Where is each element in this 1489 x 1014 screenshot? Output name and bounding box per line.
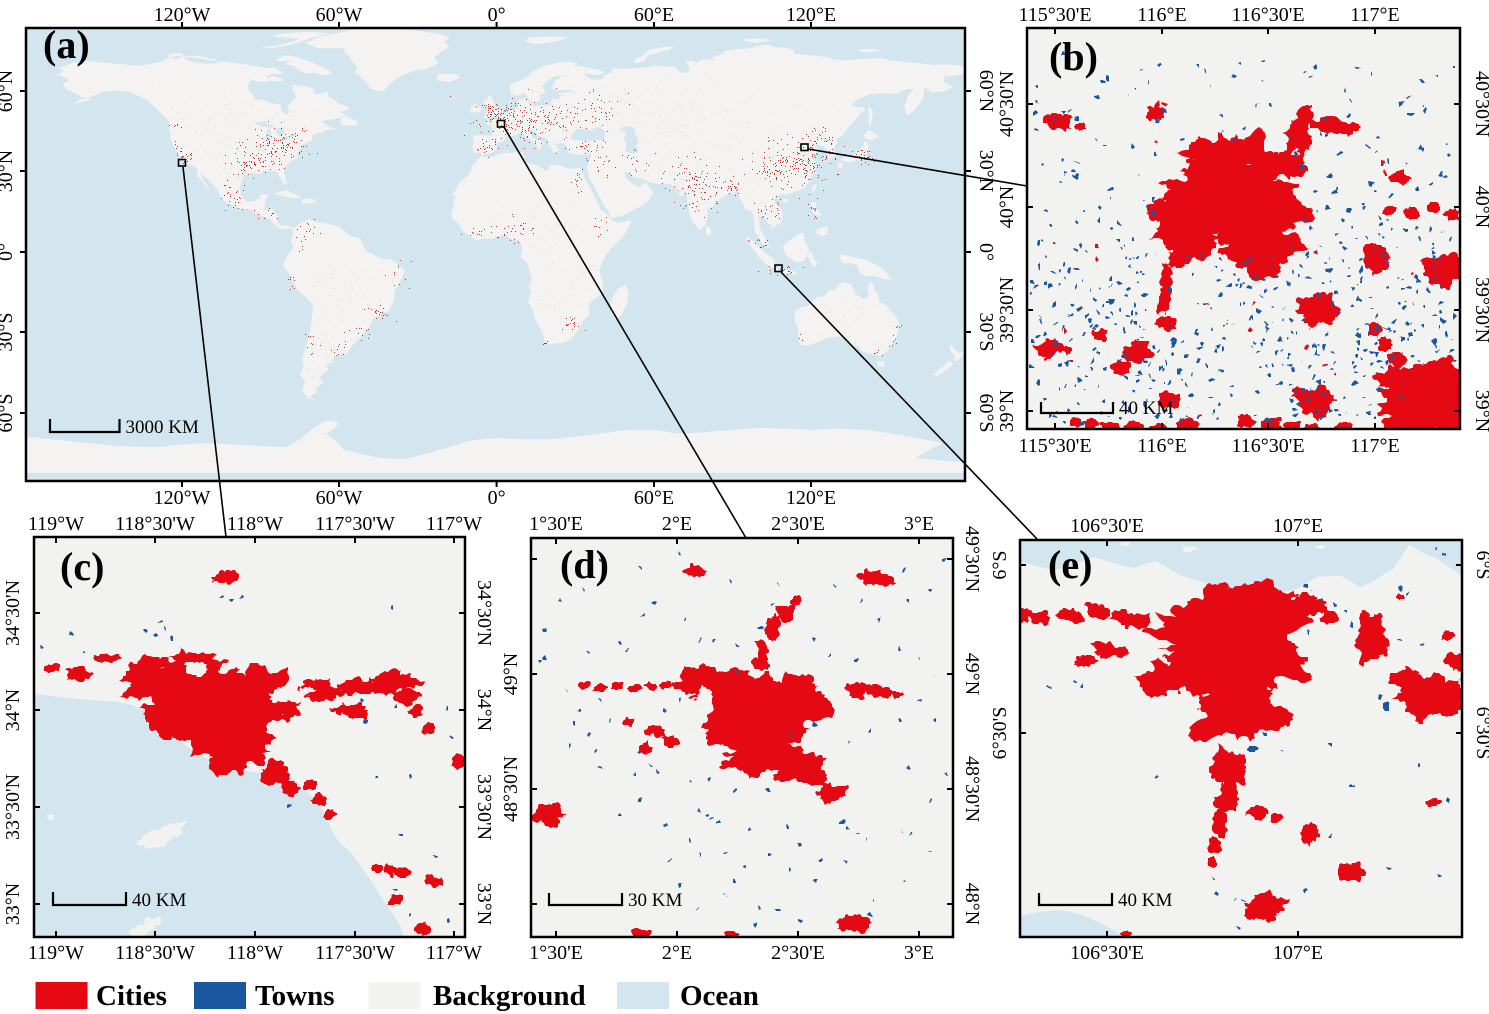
svg-text:0°: 0° [488,4,506,26]
svg-text:0°: 0° [0,243,17,261]
svg-text:118°30'W: 118°30'W [115,942,195,964]
svg-text:1°30'E: 1°30'E [529,513,583,535]
svg-text:60°E: 60°E [634,487,674,509]
svg-text:118°W: 118°W [227,942,283,964]
svg-text:40 KM: 40 KM [1119,398,1173,419]
svg-text:Background: Background [433,980,586,1012]
svg-text:0°: 0° [975,243,997,261]
svg-text:106°30'E: 106°30'E [1070,942,1144,964]
svg-text:30°S: 30°S [0,312,17,351]
svg-text:6°S: 6°S [1472,550,1489,579]
svg-text:60°N: 60°N [0,70,17,112]
svg-text:117°30'W: 117°30'W [315,942,395,964]
svg-text:115°30'E: 115°30'E [1018,4,1091,26]
svg-text:60°E: 60°E [634,4,674,26]
svg-text:118°30'W: 118°30'W [115,513,195,535]
svg-text:48°30'N: 48°30'N [961,756,983,822]
svg-text:34°30'N: 34°30'N [473,580,495,646]
svg-text:119°W: 119°W [28,513,84,535]
svg-text:60°N: 60°N [975,70,997,112]
svg-text:(e): (e) [1048,542,1092,587]
svg-text:2°E: 2°E [662,942,692,964]
svg-text:39°N: 39°N [1471,390,1489,432]
svg-text:60°S: 60°S [0,393,17,432]
svg-text:1°30'E: 1°30'E [529,942,583,964]
svg-text:116°30'E: 116°30'E [1231,4,1304,26]
svg-text:3000 KM: 3000 KM [126,417,199,438]
svg-text:117°W: 117°W [426,513,482,535]
svg-text:3°E: 3°E [904,942,934,964]
svg-text:(b): (b) [1049,34,1098,79]
svg-text:(d): (d) [560,542,609,587]
svg-text:40 KM: 40 KM [132,890,186,911]
svg-text:116°E: 116°E [1137,4,1186,26]
svg-text:60°W: 60°W [316,487,363,509]
svg-text:48°N: 48°N [961,883,983,925]
svg-text:34°30'N: 34°30'N [2,580,24,646]
svg-text:40°N: 40°N [1471,186,1489,228]
svg-text:Ocean: Ocean [680,980,759,1012]
svg-text:6°30'S: 6°30'S [1472,707,1489,760]
svg-text:107°E: 107°E [1273,515,1323,537]
svg-text:118°W: 118°W [227,513,283,535]
svg-text:30°S: 30°S [975,312,997,351]
svg-text:2°30'E: 2°30'E [771,513,825,535]
svg-text:(a): (a) [43,22,90,67]
svg-text:117°E: 117°E [1350,435,1399,457]
svg-text:30°N: 30°N [975,150,997,192]
svg-text:6°S: 6°S [989,550,1011,579]
svg-text:107°E: 107°E [1273,942,1323,964]
svg-text:33°N: 33°N [2,883,24,925]
svg-text:6°30'S: 6°30'S [989,707,1011,760]
svg-text:49°N: 49°N [500,653,522,695]
svg-text:116°30'E: 116°30'E [1231,435,1304,457]
svg-text:119°W: 119°W [28,942,84,964]
svg-text:34°N: 34°N [2,689,24,731]
svg-text:33°30'N: 33°30'N [2,774,24,840]
svg-text:Towns: Towns [255,980,335,1012]
svg-text:Cities: Cities [96,980,167,1012]
svg-text:48°30'N: 48°30'N [500,756,522,822]
svg-text:39°N: 39°N [996,390,1018,432]
svg-text:116°E: 116°E [1137,435,1186,457]
svg-text:2°E: 2°E [662,513,692,535]
svg-text:33°N: 33°N [473,883,495,925]
svg-text:40°30'N: 40°30'N [1471,71,1489,137]
svg-text:120°E: 120°E [786,487,836,509]
svg-text:39°30'N: 39°30'N [1471,277,1489,343]
svg-text:0°: 0° [488,487,506,509]
svg-text:60°W: 60°W [316,4,363,26]
svg-text:34°N: 34°N [473,689,495,731]
svg-text:3°E: 3°E [904,513,934,535]
svg-text:117°30'W: 117°30'W [315,513,395,535]
svg-text:30 KM: 30 KM [628,890,682,911]
svg-text:49°30'N: 49°30'N [961,526,983,592]
svg-text:120°W: 120°W [154,4,211,26]
svg-text:49°N: 49°N [961,653,983,695]
svg-text:30°N: 30°N [0,150,17,192]
svg-text:106°30'E: 106°30'E [1070,515,1144,537]
svg-text:117°W: 117°W [426,942,482,964]
svg-text:2°30'E: 2°30'E [771,942,825,964]
svg-text:39°30'N: 39°30'N [996,277,1018,343]
svg-text:33°30'N: 33°30'N [473,774,495,840]
svg-text:40°N: 40°N [996,186,1018,228]
svg-text:40°30'N: 40°30'N [996,71,1018,137]
svg-text:40 KM: 40 KM [1118,890,1172,911]
svg-text:120°W: 120°W [154,487,211,509]
svg-text:(c): (c) [60,544,104,589]
svg-text:115°30'E: 115°30'E [1018,435,1091,457]
svg-text:117°E: 117°E [1350,4,1399,26]
svg-text:120°E: 120°E [786,4,836,26]
svg-text:60°S: 60°S [975,393,997,432]
